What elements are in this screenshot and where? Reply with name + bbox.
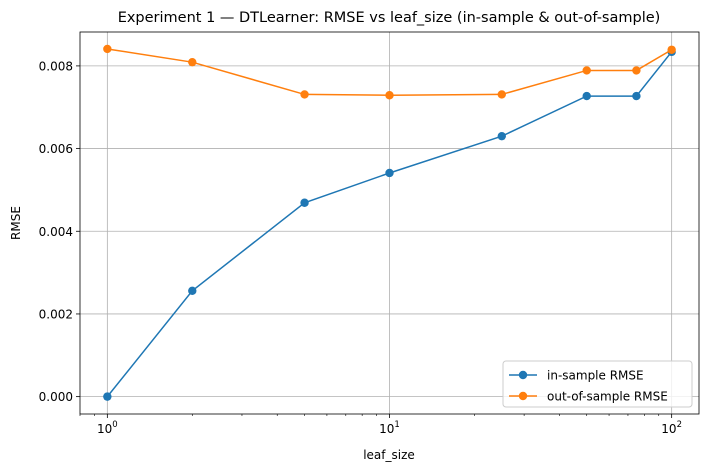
x-tick-exponent: 2 [677, 420, 682, 430]
data-point [300, 198, 309, 207]
data-point [497, 90, 506, 99]
legend: in-sample RMSE out-of-sample RMSE [502, 360, 693, 408]
legend-label: out-of-sample RMSE [547, 390, 668, 404]
data-point [632, 66, 641, 75]
series-1 [103, 47, 676, 401]
y-tick-label: 0.000 [39, 390, 73, 404]
series-2 [103, 44, 676, 100]
legend-entries: in-sample RMSE out-of-sample RMSE [509, 369, 668, 404]
x-tick-exponent: 0 [112, 420, 117, 430]
y-tick-label: 0.006 [39, 142, 73, 156]
data-point [188, 286, 197, 296]
x-tick-label: 101 [379, 420, 400, 436]
legend-box [502, 360, 693, 408]
data-point [188, 57, 197, 67]
y-tick-label: 0.002 [39, 307, 73, 321]
legend-marker [518, 370, 528, 380]
series-line [106, 51, 673, 398]
series-layer [103, 44, 676, 401]
x-tick-exponent: 1 [394, 420, 399, 430]
data-point [385, 91, 394, 100]
data-point [103, 392, 112, 401]
y-tick-label: 0.008 [39, 59, 73, 73]
data-point [582, 66, 591, 75]
data-point [300, 90, 309, 99]
data-point [385, 168, 394, 178]
data-point [103, 44, 112, 54]
x-axis-label: leaf_size [363, 448, 415, 462]
y-axis-label: RMSE [9, 206, 23, 240]
x-tick-label: 102 [661, 420, 682, 436]
grid-layer [80, 32, 699, 414]
x-tick-base: 10 [661, 422, 676, 436]
legend-marker [518, 391, 528, 401]
series-line [107, 48, 673, 97]
chart-title: Experiment 1 — DTLearner: RMSE vs leaf_s… [118, 10, 661, 26]
data-point [667, 45, 676, 54]
x-tick-base: 10 [97, 422, 112, 436]
data-point [497, 131, 506, 141]
legend-label: in-sample RMSE [547, 369, 644, 383]
x-tick-label: 100 [97, 420, 118, 436]
data-point [632, 91, 641, 101]
data-point [582, 91, 591, 101]
x-tick-base: 10 [379, 422, 394, 436]
y-tick-label: 0.004 [39, 225, 73, 239]
